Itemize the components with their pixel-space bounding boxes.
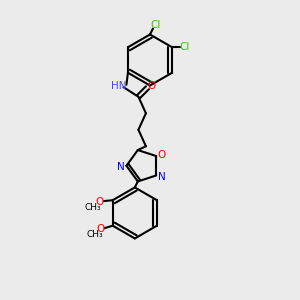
Text: O: O [95, 197, 103, 207]
Text: N: N [117, 162, 125, 172]
Text: Cl: Cl [151, 20, 161, 31]
Text: N: N [158, 172, 166, 182]
Text: CH₃: CH₃ [86, 230, 103, 239]
Text: O: O [158, 150, 166, 160]
Text: CH₃: CH₃ [84, 202, 101, 211]
Text: HN: HN [111, 81, 127, 91]
Text: Cl: Cl [179, 42, 190, 52]
Text: O: O [97, 224, 105, 234]
Text: O: O [147, 81, 155, 91]
